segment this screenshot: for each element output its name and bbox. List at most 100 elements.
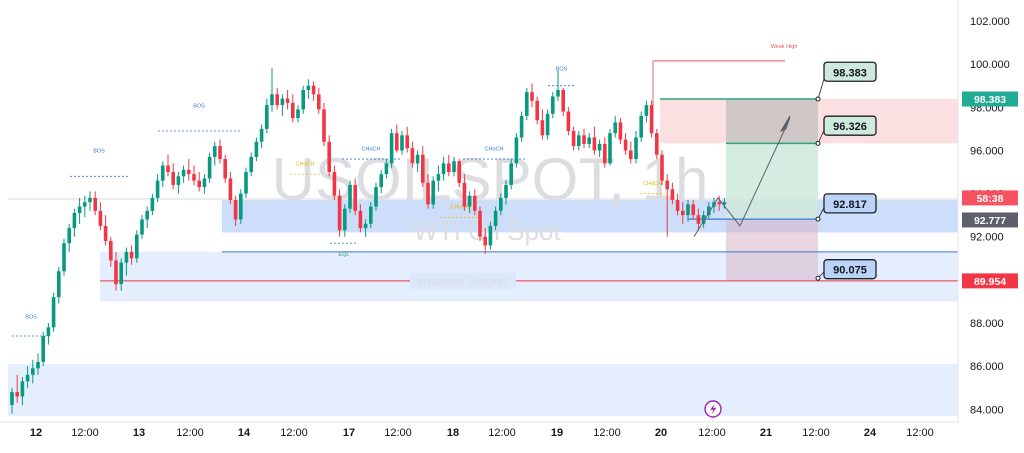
candle-body <box>707 206 711 216</box>
candle-body <box>457 161 461 183</box>
candle-body <box>571 131 576 147</box>
candle-body <box>577 135 581 147</box>
price-tick-label: 100.000 <box>970 59 1010 71</box>
candle-body <box>415 154 420 164</box>
candle-body <box>613 122 617 134</box>
candle-body <box>311 85 316 95</box>
candle-body <box>291 102 295 119</box>
callout-anchor <box>815 96 821 102</box>
callout-anchor <box>815 140 821 146</box>
last-price-tag[interactable] <box>962 212 1018 228</box>
candle-body <box>525 92 529 116</box>
projection-arrowhead <box>779 115 791 133</box>
candle-body <box>332 172 337 196</box>
candle-body <box>207 156 212 179</box>
candle-body <box>660 154 664 181</box>
candle-body <box>270 94 274 106</box>
candle-body <box>140 219 144 235</box>
candle-body <box>62 243 66 272</box>
choch-label-minor: CHoCH <box>643 181 662 187</box>
invalidation-price-tag[interactable] <box>962 273 1018 289</box>
candle-body <box>36 361 40 369</box>
choch-label-minor: CHoCH <box>451 205 470 211</box>
candle-body <box>46 327 51 336</box>
candle-body <box>556 90 560 97</box>
candle-body <box>15 392 19 397</box>
choch-label: CHoCH <box>485 146 504 152</box>
candle-body <box>114 260 118 285</box>
candle-body <box>681 210 685 216</box>
choch-label-minor: CHoCH <box>296 162 315 168</box>
level-callout[interactable] <box>823 259 877 280</box>
candle-body <box>218 146 222 160</box>
candle-body <box>514 137 519 164</box>
callout-anchor <box>815 216 821 222</box>
level-callout[interactable] <box>823 115 877 136</box>
candle-body <box>348 184 352 209</box>
candle-body <box>405 135 409 149</box>
bos-label: BOS <box>193 103 205 109</box>
invalidation-label: Invalidasi Support <box>416 276 508 288</box>
candle-body <box>649 105 654 134</box>
candle-body <box>187 169 191 175</box>
bos-label: BOS <box>93 149 105 155</box>
candle-body <box>20 381 25 397</box>
candle-body <box>473 195 477 211</box>
candle-body <box>410 148 415 164</box>
price-tick-label: 96.000 <box>970 145 1004 157</box>
candle-body <box>540 120 545 136</box>
level-callout[interactable] <box>823 61 877 82</box>
candle-body <box>10 392 14 406</box>
candle-body <box>57 271 61 298</box>
time-tick-label: 12:00 <box>698 427 726 439</box>
candle-body <box>691 204 695 216</box>
candle-body <box>426 182 430 205</box>
level-callout[interactable] <box>823 193 877 214</box>
candle-body <box>109 241 113 261</box>
candle-body <box>509 163 513 185</box>
candle-body <box>145 210 149 220</box>
candle-body <box>265 105 269 129</box>
candle-body <box>696 215 701 224</box>
time-tick-label: 14 <box>238 427 251 439</box>
price-tick-label: 88.000 <box>970 318 1004 330</box>
time-tick-label: 12:00 <box>280 427 308 439</box>
time-tick-label: 18 <box>447 427 459 439</box>
demand-zone <box>8 364 958 416</box>
candle-body <box>213 146 217 157</box>
candle-body <box>389 133 394 164</box>
candle-body <box>98 210 103 226</box>
candle-body <box>686 204 690 216</box>
symbol-watermark: USOILSPOT, 1h <box>272 146 709 213</box>
candle-body <box>93 197 97 211</box>
countdown-tag[interactable] <box>962 190 1018 206</box>
invalidation-label-bg <box>410 272 516 289</box>
candle-body <box>587 137 591 144</box>
choch-label: CHoCH <box>362 146 381 152</box>
candle-body <box>337 195 342 231</box>
candle-body <box>176 176 181 185</box>
candle-body <box>202 178 207 188</box>
candle-body <box>618 122 623 140</box>
candle-body <box>275 94 279 106</box>
price-tick-label: 92.000 <box>970 232 1004 244</box>
candle-body <box>634 137 638 160</box>
time-tick-label: 13 <box>133 427 145 439</box>
time-tick-label: 12:00 <box>802 427 830 439</box>
candle-body <box>353 184 357 211</box>
time-tick-label: 24 <box>864 427 877 439</box>
candle-body <box>197 180 201 188</box>
candle-body <box>493 210 498 226</box>
candle-body <box>166 165 170 172</box>
tp2-price-tag[interactable] <box>962 91 1018 107</box>
time-tick-label: 20 <box>655 427 667 439</box>
candle-body <box>317 94 321 110</box>
candle-body <box>655 133 659 155</box>
candle-body <box>701 215 706 224</box>
candle-body <box>31 368 35 375</box>
candle-body <box>129 251 134 259</box>
candle-body <box>327 141 331 172</box>
price-tick-label: 102.000 <box>970 16 1010 28</box>
